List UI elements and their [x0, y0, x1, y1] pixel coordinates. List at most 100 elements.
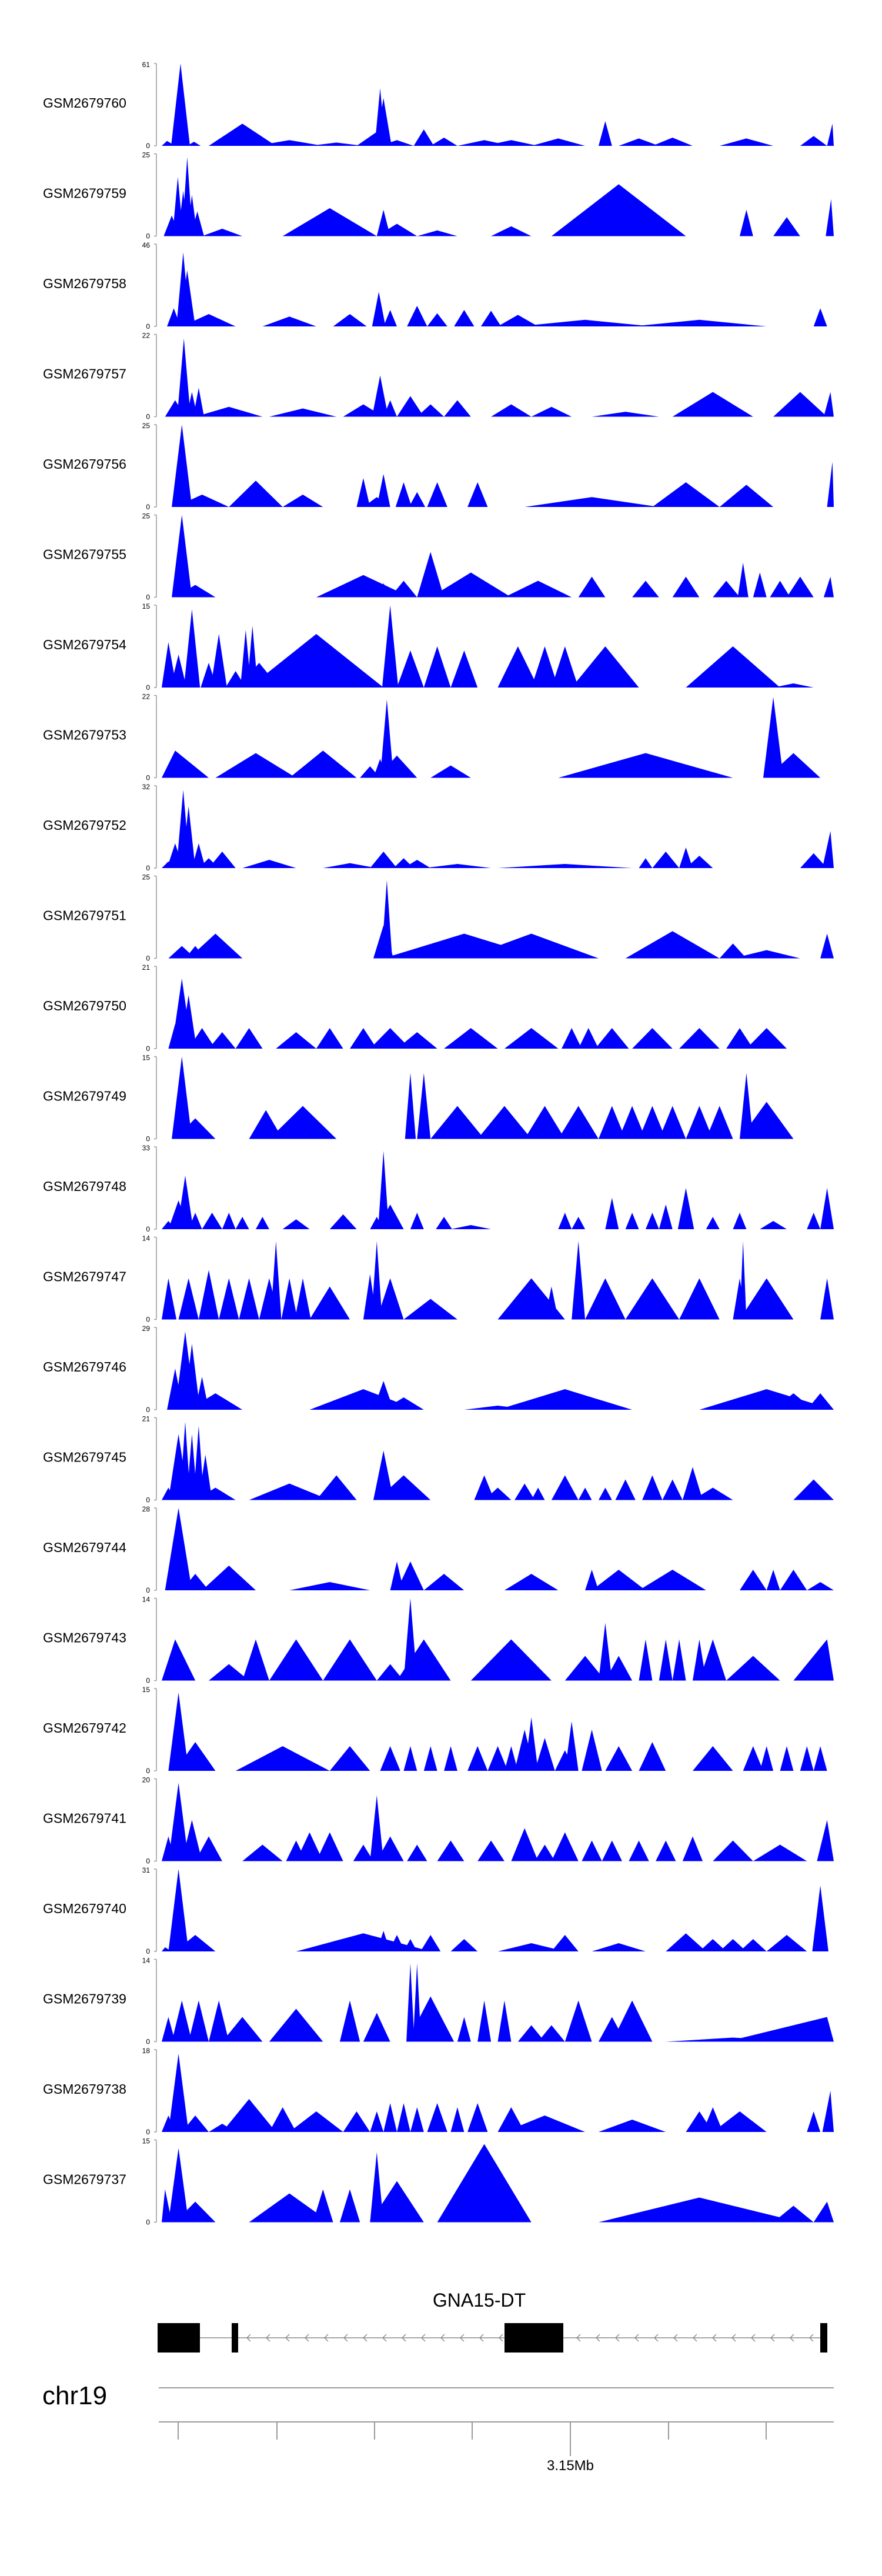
- coverage-peak: [517, 319, 653, 326]
- coverage-peak: [524, 497, 659, 507]
- coverage-peak: [454, 310, 475, 326]
- coverage-peak: [356, 478, 370, 507]
- coverage-peak: [209, 124, 276, 146]
- y-max-label: 20: [142, 1776, 151, 1784]
- coverage-peak: [191, 211, 204, 236]
- coverage-peak: [706, 1217, 720, 1229]
- coverage-peak: [572, 1241, 586, 1320]
- track-label: GSM2679758: [43, 276, 126, 291]
- strand-arrow: [382, 2334, 387, 2342]
- track-label: GSM2679752: [43, 817, 126, 833]
- strand-arrow: [654, 2334, 659, 2342]
- coverage-peak: [370, 1028, 410, 1049]
- coverage-peak: [497, 1389, 633, 1410]
- coverage-peak: [182, 1820, 202, 1861]
- coverage-peak: [209, 2000, 229, 2042]
- coverage-peak: [733, 1213, 747, 1229]
- coverage-peak: [168, 2148, 189, 2223]
- coverage-peak: [504, 1746, 518, 1771]
- coverage-peak: [405, 1073, 416, 1139]
- coverage-peak: [740, 1570, 767, 1590]
- coverage-peak: [296, 1832, 323, 1861]
- coverage-peak: [598, 1106, 626, 1139]
- y-max-label: 22: [142, 693, 151, 701]
- coverage-track: GSM2679739 14 0: [43, 1957, 834, 2046]
- coverage-peak: [639, 1570, 706, 1590]
- y-min-label: 0: [146, 142, 150, 150]
- coverage-peak: [376, 1931, 390, 1951]
- coverage-peak: [517, 2025, 545, 2042]
- y-max-label: 29: [142, 1324, 151, 1333]
- coverage-peak: [376, 474, 390, 507]
- coverage-peak: [353, 1844, 373, 1861]
- coverage-peak: [192, 843, 206, 868]
- coverage-peak: [582, 1730, 602, 1771]
- strand-arrows: [246, 2334, 814, 2342]
- coverage-peak: [389, 1935, 405, 1951]
- coverage-peak: [531, 406, 572, 417]
- coverage-peak: [381, 880, 392, 959]
- coverage-peak: [524, 1717, 539, 1771]
- y-max-label: 14: [142, 1596, 151, 1604]
- coverage-peak: [619, 138, 659, 146]
- coverage-peak: [693, 1487, 733, 1500]
- coverage-peak: [289, 1582, 370, 1590]
- coverage-peak: [417, 552, 445, 598]
- coverage-peak: [703, 2107, 723, 2132]
- strand-arrow: [440, 2334, 445, 2342]
- coverage-peak: [175, 1118, 216, 1139]
- strand-arrow: [731, 2334, 736, 2342]
- coverage-peak: [229, 481, 283, 507]
- gene-exon: [232, 2323, 238, 2353]
- coverage-peak: [188, 1028, 216, 1049]
- coverage-peak: [753, 572, 767, 598]
- coverage-peak: [380, 140, 414, 146]
- coverage-peak: [766, 1570, 780, 1590]
- coverage-peak: [202, 228, 243, 236]
- coverage-peak: [813, 1746, 827, 1771]
- coverage-peak: [733, 950, 800, 959]
- coverage-peak: [659, 1639, 673, 1681]
- coverage-track: GSM2679749 15 0: [43, 1054, 794, 1143]
- coverage-peak: [531, 646, 559, 688]
- coverage-peak: [605, 1197, 619, 1229]
- coverage-peak: [773, 217, 800, 236]
- track-label: GSM2679755: [43, 547, 126, 562]
- coverage-peak: [491, 226, 532, 236]
- coverage-peak: [397, 650, 424, 688]
- coverage-track: GSM2679750 21 0: [43, 963, 787, 1053]
- strand-arrow: [751, 2334, 756, 2342]
- y-max-label: 25: [142, 151, 151, 159]
- coverage-peak: [706, 1106, 733, 1139]
- coverage-peak: [578, 576, 606, 598]
- coverage-peak: [726, 1028, 753, 1049]
- coverage-peak: [639, 1106, 666, 1139]
- coverage-peak: [534, 1844, 555, 1861]
- coverage-peak: [740, 1102, 794, 1139]
- coverage-peak: [179, 1422, 191, 1500]
- coverage-peak: [719, 138, 774, 146]
- coverage-peak: [820, 1278, 834, 1320]
- coverage-peak: [531, 138, 586, 146]
- coverage-peak: [182, 2115, 209, 2132]
- coverage-peak: [350, 1028, 377, 1049]
- track-label: GSM2679738: [43, 2081, 126, 2097]
- track-label: GSM2679743: [43, 1630, 126, 1646]
- coverage-peak: [713, 2111, 767, 2132]
- coverage-peak: [282, 208, 377, 236]
- strand-arrow: [402, 2334, 406, 2342]
- coverage-peak: [162, 2189, 172, 2223]
- coverage-peak: [193, 388, 204, 417]
- strand-arrow: [305, 2334, 309, 2342]
- coverage-peak: [380, 1746, 400, 1771]
- coverage-peak: [370, 2181, 424, 2223]
- y-min-label: 0: [146, 2038, 150, 2046]
- coverage-peak: [376, 1664, 404, 1681]
- coverage-track: GSM2679748 33 0: [43, 1144, 834, 1233]
- coverage-peak: [464, 933, 599, 959]
- coverage-peak: [820, 1188, 834, 1229]
- coverage-peak: [672, 576, 700, 598]
- coverage-peak: [375, 98, 392, 146]
- coverage-peak: [444, 1746, 457, 1771]
